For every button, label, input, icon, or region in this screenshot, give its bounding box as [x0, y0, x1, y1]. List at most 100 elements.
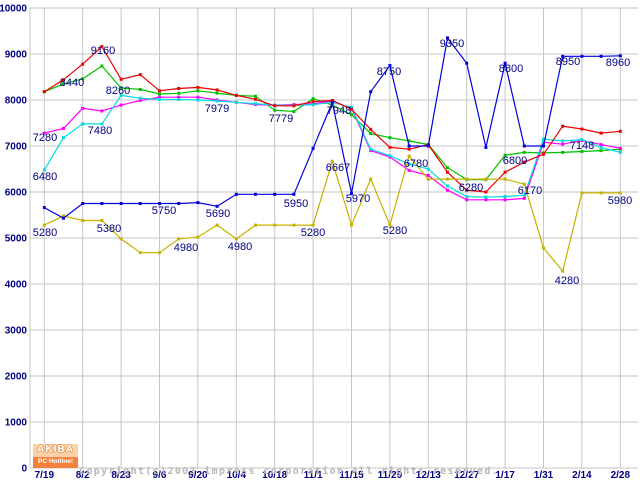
data-point-marker-magenta [561, 142, 565, 146]
data-point-marker-green [311, 97, 315, 101]
data-point-marker-yellow [234, 237, 238, 241]
y-axis-tick-label: 6000 [5, 188, 28, 199]
y-axis-tick-label: 10000 [0, 4, 27, 15]
data-point-marker-cyan [350, 105, 353, 109]
data-point-marker-yellow [388, 223, 392, 227]
data-point-marker-blue [350, 191, 353, 195]
data-point-marker-blue [503, 61, 507, 65]
data-point-marker-red [196, 85, 200, 89]
data-point-marker-cyan [42, 168, 46, 172]
data-point-marker-cyan [119, 93, 123, 97]
data-point-marker-red [618, 129, 622, 133]
data-value-label: 9160 [91, 45, 115, 57]
data-point-marker-yellow [503, 177, 507, 181]
data-point-marker-magenta [81, 106, 85, 110]
data-point-marker-red [484, 190, 488, 194]
x-axis-tick-label: 10/18 [262, 470, 287, 480]
data-point-marker-magenta [407, 168, 411, 172]
data-point-marker-red [580, 127, 584, 131]
data-point-marker-green [138, 87, 142, 91]
data-point-marker-red [311, 100, 315, 104]
x-axis-tick-label: 11/15 [339, 470, 364, 480]
data-point-marker-blue [311, 146, 315, 150]
data-point-marker-magenta [599, 143, 603, 147]
data-point-marker-yellow [407, 154, 411, 158]
data-point-marker-green [407, 139, 411, 143]
data-point-marker-yellow [62, 214, 65, 218]
data-value-label: 8750 [377, 66, 401, 78]
data-point-marker-yellow [138, 251, 142, 255]
data-point-marker-blue [426, 144, 430, 148]
data-point-marker-magenta [42, 131, 46, 135]
data-point-marker-magenta [119, 103, 123, 107]
data-point-marker-green [196, 89, 200, 93]
data-value-label: 4980 [174, 242, 198, 254]
data-point-marker-green [254, 94, 257, 98]
x-axis-tick-label: 12/27 [454, 470, 479, 480]
data-point-marker-blue [42, 206, 46, 210]
data-value-label: 7779 [269, 113, 293, 125]
data-point-marker-blue [158, 202, 161, 205]
data-value-label: 7480 [88, 125, 112, 137]
data-point-marker-magenta [618, 146, 622, 150]
logo-akiba-text: AKIBA [33, 444, 78, 457]
data-value-label: 5690 [206, 208, 230, 220]
x-axis-tick-label: 1/31 [534, 470, 554, 480]
data-point-marker-blue [542, 144, 545, 148]
data-point-marker-cyan [503, 195, 507, 199]
data-value-label: 8800 [499, 63, 523, 75]
x-axis-tick-label: 9/6 [153, 470, 167, 480]
data-point-marker-magenta [542, 140, 545, 144]
data-point-marker-cyan [599, 145, 603, 149]
data-point-marker-cyan [522, 193, 526, 197]
data-point-marker-cyan [81, 122, 85, 126]
data-point-marker-cyan [215, 99, 219, 103]
data-point-marker-yellow [158, 251, 161, 255]
data-point-marker-cyan [388, 154, 392, 158]
data-point-marker-green [215, 91, 219, 95]
data-point-marker-blue [196, 201, 200, 205]
data-point-marker-cyan [62, 136, 65, 140]
data-point-marker-blue [100, 202, 104, 205]
data-point-marker-green [350, 113, 353, 117]
data-point-marker-blue [62, 216, 65, 220]
data-point-marker-green [599, 149, 603, 153]
data-point-marker-yellow [311, 223, 315, 227]
data-point-marker-yellow [215, 223, 219, 227]
data-value-label: 6800 [503, 155, 527, 167]
data-point-marker-blue [138, 202, 142, 205]
data-point-marker-red [215, 88, 219, 92]
x-axis-tick-label: 10/4 [227, 470, 247, 480]
data-point-marker-green [100, 64, 104, 68]
data-value-label: 8960 [606, 57, 630, 69]
data-point-marker-red [561, 124, 565, 128]
data-point-marker-red [369, 127, 373, 131]
x-axis-tick-label: 2/14 [572, 470, 592, 480]
y-axis-tick-label: 0 [21, 464, 27, 475]
data-point-marker-blue [388, 64, 392, 67]
data-point-marker-yellow [446, 177, 449, 181]
data-point-marker-red [42, 90, 46, 94]
x-axis-tick-label: 11/29 [378, 470, 403, 480]
data-point-marker-cyan [465, 195, 469, 199]
data-point-marker-red [138, 73, 142, 77]
data-value-label: 9350 [440, 38, 464, 50]
data-point-marker-yellow [254, 223, 257, 227]
data-value-label: 8260 [106, 85, 130, 97]
data-point-marker-red [542, 152, 545, 156]
data-point-marker-yellow [273, 223, 277, 227]
data-point-marker-magenta [522, 196, 526, 200]
y-axis-tick-label: 4000 [5, 280, 28, 291]
data-point-marker-yellow [618, 191, 622, 195]
data-point-marker-cyan [618, 150, 622, 154]
data-point-marker-red [234, 93, 238, 97]
data-point-marker-blue [234, 192, 238, 196]
y-axis-tick-label: 5000 [5, 234, 28, 245]
data-point-marker-green [388, 136, 392, 140]
data-point-marker-cyan [311, 103, 315, 107]
data-point-marker-cyan [446, 184, 449, 188]
data-point-marker-blue [177, 202, 181, 205]
y-axis-tick-label: 9000 [5, 50, 28, 61]
data-value-label: 4980 [228, 241, 252, 253]
